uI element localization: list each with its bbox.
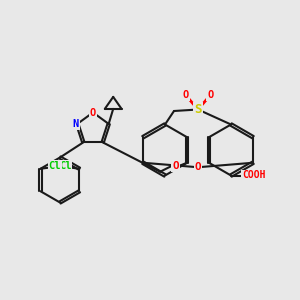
Text: O: O (90, 107, 96, 118)
Text: O: O (172, 161, 179, 171)
Text: Cl: Cl (49, 161, 61, 171)
Text: O: O (208, 90, 214, 100)
Text: Cl: Cl (59, 161, 71, 171)
Text: S: S (194, 103, 202, 116)
Text: N: N (73, 119, 79, 129)
Text: O: O (182, 90, 188, 100)
Text: COOH: COOH (242, 170, 265, 181)
Text: O: O (195, 162, 201, 172)
